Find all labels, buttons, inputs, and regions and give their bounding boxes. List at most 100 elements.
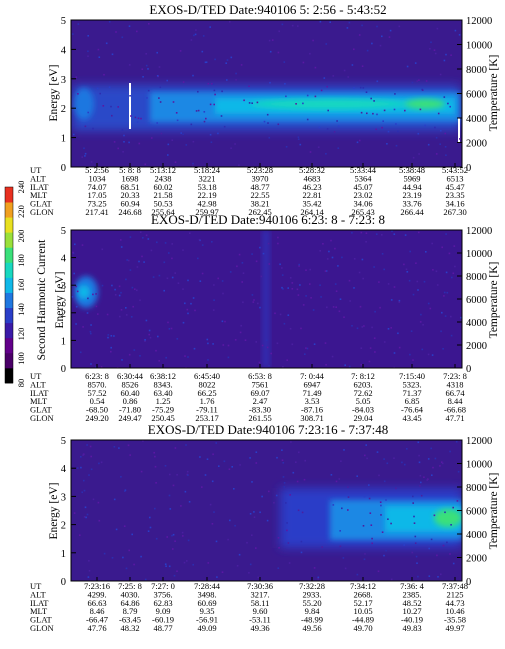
noise-speck	[268, 136, 271, 139]
colorbar-swatch	[5, 292, 13, 309]
noise-speck	[139, 299, 141, 302]
noise-speck	[289, 327, 292, 330]
noise-speck	[376, 113, 378, 116]
noise-speck	[182, 133, 184, 135]
noise-speck	[142, 237, 144, 239]
noise-speck	[332, 504, 335, 506]
noise-speck	[255, 547, 257, 549]
noise-speck	[83, 479, 85, 482]
colorbar-swatch	[5, 307, 13, 324]
noise-speck	[444, 146, 447, 148]
orbit-row-label: UT	[30, 165, 42, 175]
noise-speck	[314, 66, 317, 69]
noise-speck	[314, 95, 317, 98]
noise-speck	[221, 320, 224, 323]
noise-speck	[209, 103, 212, 106]
noise-speck	[182, 249, 184, 251]
noise-speck	[206, 338, 209, 341]
noise-speck	[86, 513, 89, 516]
noise-speck	[409, 250, 411, 253]
noise-speck	[205, 117, 207, 120]
orbit-table-cell: 22.55	[250, 190, 269, 200]
noise-speck	[128, 25, 131, 27]
noise-speck	[398, 25, 401, 28]
noise-speck	[127, 259, 130, 262]
noise-speck	[446, 541, 448, 544]
noise-speck	[113, 335, 115, 337]
noise-speck	[417, 575, 419, 578]
noise-speck	[236, 565, 239, 567]
noise-speck	[130, 115, 132, 117]
noise-speck	[386, 462, 389, 465]
noise-speck	[356, 573, 359, 576]
noise-speck	[140, 117, 142, 120]
orbit-table-cell: 0.86	[123, 396, 138, 406]
noise-speck	[213, 103, 215, 106]
noise-speck	[239, 464, 241, 466]
noise-speck	[390, 299, 393, 301]
noise-speck	[406, 271, 409, 273]
noise-speck	[186, 308, 189, 311]
noise-speck	[138, 260, 140, 263]
noise-speck	[76, 290, 79, 293]
noise-speck	[253, 511, 255, 513]
noise-speck	[319, 20, 322, 23]
noise-speck	[431, 354, 434, 356]
noise-speck	[134, 288, 136, 290]
noise-speck	[417, 441, 420, 444]
noise-speck	[387, 130, 390, 133]
noise-speck	[268, 490, 270, 493]
orbit-table-cell: 7: 0:44	[300, 371, 325, 381]
colorbar-swatch	[5, 217, 13, 233]
noise-speck	[201, 50, 204, 53]
noise-speck	[172, 484, 175, 487]
noise-speck	[75, 305, 78, 308]
noise-speck	[414, 535, 417, 538]
noise-speck	[150, 137, 153, 139]
noise-speck	[378, 281, 380, 283]
noise-speck	[305, 347, 307, 349]
noise-speck	[266, 339, 268, 342]
noise-speck	[337, 125, 340, 128]
noise-speck	[171, 276, 174, 279]
noise-speck	[129, 236, 132, 238]
temperature-tick-label: 10000	[466, 249, 492, 260]
temperature-tick-label: 8000	[466, 483, 487, 494]
orbit-table-cell: 7:15:40	[399, 371, 425, 381]
noise-speck	[269, 81, 271, 84]
noise-speck	[434, 126, 436, 129]
orbit-table-cell: 9.35	[200, 606, 215, 616]
noise-speck	[397, 332, 399, 335]
orbit-table-cell: 48.52	[402, 598, 421, 608]
noise-speck	[99, 92, 101, 95]
colorbar-swatch	[5, 247, 13, 263]
noise-speck	[155, 482, 157, 484]
noise-speck	[180, 505, 182, 507]
noise-speck	[75, 323, 77, 325]
noise-speck	[309, 151, 312, 153]
noise-speck	[282, 476, 285, 478]
noise-speck	[253, 299, 255, 301]
noise-speck	[373, 337, 376, 339]
orbit-row-label: ILAT	[30, 388, 49, 398]
noise-speck	[302, 102, 304, 105]
noise-speck	[320, 89, 323, 92]
noise-speck	[348, 279, 351, 282]
noise-speck	[129, 269, 132, 271]
energy-tick-label: 5	[61, 436, 66, 447]
noise-speck	[177, 282, 180, 284]
panel-2-title: EXOS-D/TED Date:940106 6:23: 8 - 7:23: 8	[151, 212, 385, 227]
noise-speck	[440, 573, 442, 576]
noise-speck	[143, 261, 145, 263]
noise-speck	[430, 41, 432, 44]
noise-speck	[398, 301, 401, 303]
noise-speck	[98, 519, 101, 522]
temperature-tick-label: 12000	[466, 16, 492, 27]
noise-speck	[261, 344, 264, 347]
noise-speck	[243, 99, 245, 102]
noise-speck	[447, 102, 449, 105]
noise-speck	[92, 498, 95, 501]
noise-speck	[266, 346, 269, 349]
noise-speck	[118, 294, 121, 297]
noise-speck	[420, 313, 422, 316]
